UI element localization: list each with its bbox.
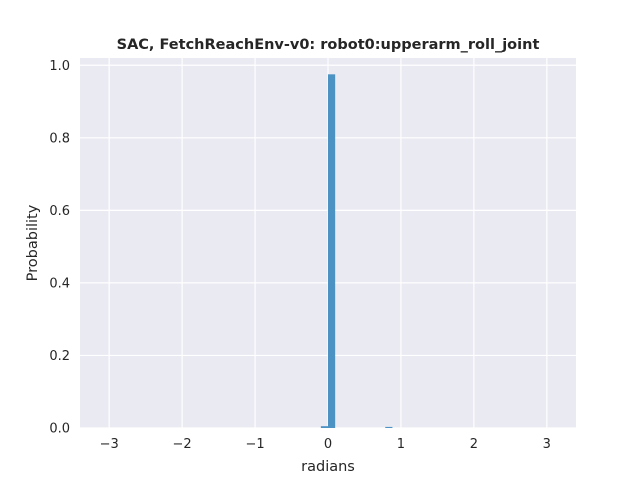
y-axis-label: Probability <box>25 204 41 281</box>
y-axis-ticks: 0.0 0.2 0.4 0.6 0.8 1.0 <box>49 59 70 437</box>
x-axis-label: radians <box>301 459 355 475</box>
y-tick-label-4: 0.8 <box>49 131 70 146</box>
y-tick-label-2: 0.4 <box>49 276 70 291</box>
x-tick-label-4: 1 <box>397 437 405 452</box>
x-axis-ticks: −3 −2 −1 0 1 2 3 <box>100 437 551 452</box>
x-tick-label-1: −2 <box>173 437 192 452</box>
histogram-bar-1 <box>328 74 336 428</box>
x-tick-label-0: −3 <box>100 437 119 452</box>
histogram-bar-2 <box>385 426 393 428</box>
y-tick-label-5: 1.0 <box>49 59 70 74</box>
y-tick-label-0: 0.0 <box>49 422 70 437</box>
x-tick-label-2: −1 <box>245 437 264 452</box>
y-tick-label-3: 0.6 <box>49 204 70 219</box>
x-tick-label-6: 3 <box>543 437 551 452</box>
histogram-bars <box>320 74 393 428</box>
x-tick-label-3: 0 <box>324 437 332 452</box>
x-tick-label-5: 2 <box>470 437 478 452</box>
y-tick-label-1: 0.2 <box>49 349 70 364</box>
chart-title: SAC, FetchReachEnv-v0: robot0:upperarm_r… <box>117 37 540 53</box>
histogram-bar-0 <box>320 426 329 428</box>
